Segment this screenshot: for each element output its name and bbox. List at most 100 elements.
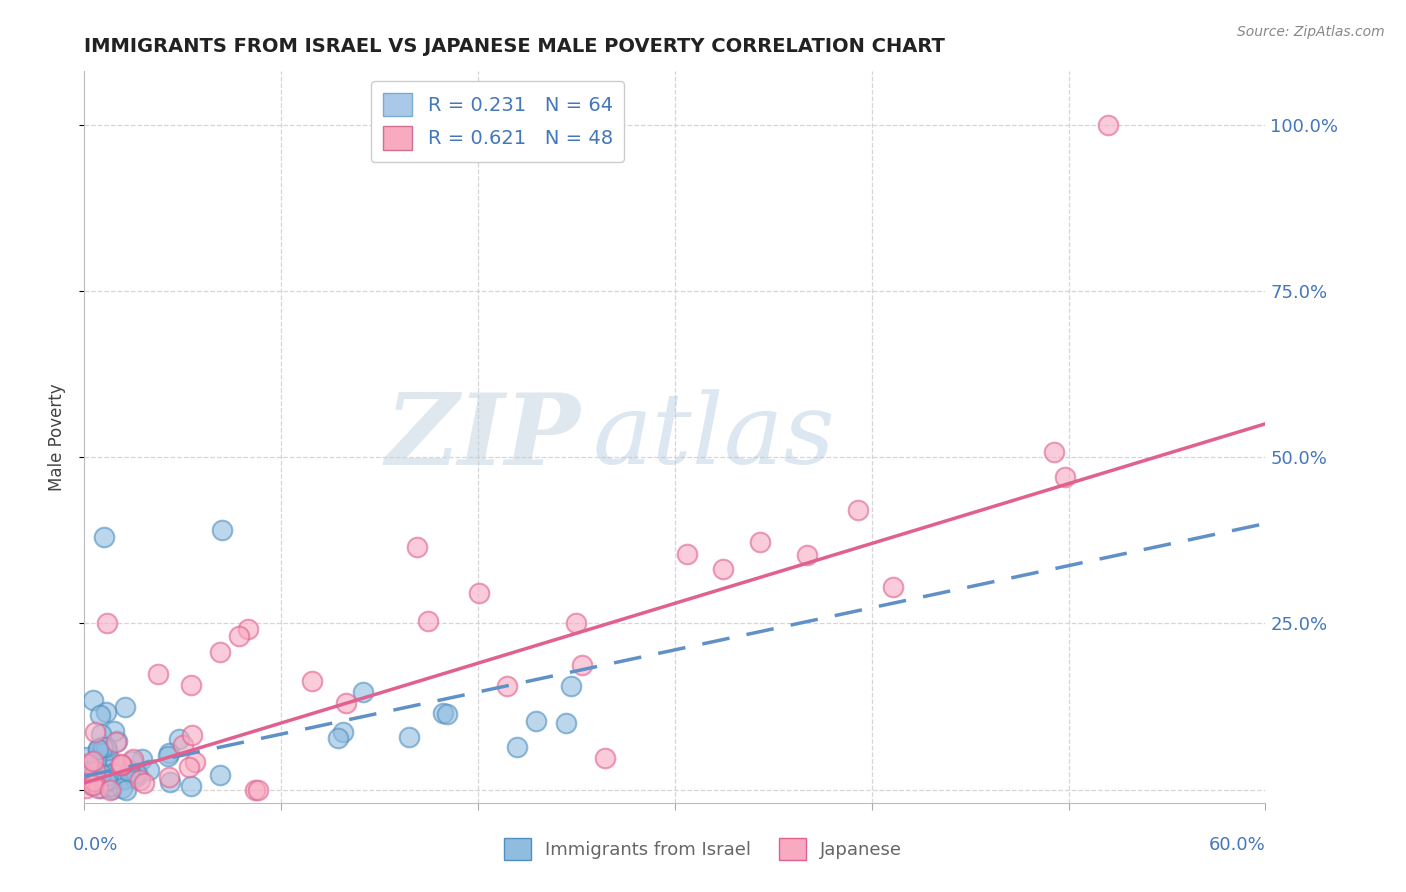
Text: atlas: atlas [592,390,835,484]
Point [98,782,121,797]
Point [84,763,107,777]
Point [91,740,114,755]
Point [157,748,180,763]
Point [560,679,582,693]
Point [328,731,350,746]
Point [101,766,124,780]
Point [82,778,104,792]
Point [82,778,104,792]
Point [94,739,117,754]
Point [105,733,128,747]
Point [96,772,118,787]
Point [418,614,440,628]
Point [506,740,529,755]
Point [76,756,98,771]
Point [118,765,141,780]
Text: 60.0%: 60.0% [1209,837,1265,855]
Text: 0.0%: 0.0% [73,837,118,855]
Point [110,758,132,772]
Point [86,742,108,756]
Point [172,738,194,752]
Point [122,752,145,766]
Point [84,764,107,778]
Point [675,547,697,561]
Point [436,707,458,722]
Point [157,771,180,785]
Point [555,716,578,731]
Point [748,535,770,549]
Point [90,766,112,780]
Point [238,622,260,636]
Point [146,666,169,681]
Point [1097,118,1119,132]
Point [76,749,98,764]
Point [1053,470,1076,484]
Point [87,742,110,756]
Point [177,760,200,774]
Point [114,699,136,714]
Point [76,772,98,787]
Text: ZIP: ZIP [385,389,581,485]
Point [86,758,108,772]
Point [181,728,204,742]
Point [335,696,357,710]
Point [332,724,354,739]
Point [131,752,153,766]
Point [94,756,117,770]
Point [94,706,117,720]
Point [846,503,869,517]
Point [89,740,111,755]
Point [103,724,125,739]
Point [157,747,180,761]
Point [1043,444,1066,458]
Point [432,706,454,720]
Point [86,780,108,795]
Point [882,581,904,595]
Point [132,776,155,790]
Point [80,778,103,792]
Point [100,781,122,796]
Point [96,616,118,631]
Legend: Immigrants from Israel, Japanese: Immigrants from Israel, Japanese [496,830,910,867]
Point [796,549,818,563]
Point [98,780,121,794]
Point [79,764,101,779]
Point [75,780,97,795]
Point [208,768,231,782]
Point [118,763,141,777]
Point [228,630,250,644]
Point [82,754,104,768]
Legend: R = 0.231   N = 64, R = 0.621   N = 48: R = 0.231 N = 64, R = 0.621 N = 48 [371,81,624,161]
Text: IMMIGRANTS FROM ISRAEL VS JAPANESE MALE POVERTY CORRELATION CHART: IMMIGRANTS FROM ISRAEL VS JAPANESE MALE … [84,37,945,56]
Point [75,765,97,780]
Point [468,586,491,600]
Point [115,782,138,797]
Point [243,782,266,797]
Point [84,725,107,739]
Point [96,743,118,757]
Point [167,732,190,747]
Y-axis label: Male Poverty: Male Poverty [48,384,66,491]
Point [571,658,593,673]
Point [247,782,270,797]
Point [595,750,617,764]
Point [138,763,160,777]
Point [97,768,120,782]
Text: Source: ZipAtlas.com: Source: ZipAtlas.com [1237,25,1385,39]
Point [105,735,128,749]
Point [110,756,132,771]
Point [97,751,120,765]
Point [352,685,374,699]
Point [184,756,207,770]
Point [90,727,112,741]
Point [111,757,134,772]
Point [398,730,420,744]
Point [83,773,105,788]
Point [83,772,105,787]
Point [100,779,122,793]
Point [524,714,547,728]
Point [94,773,117,788]
Point [209,644,232,658]
Point [125,766,148,780]
Point [496,679,519,693]
